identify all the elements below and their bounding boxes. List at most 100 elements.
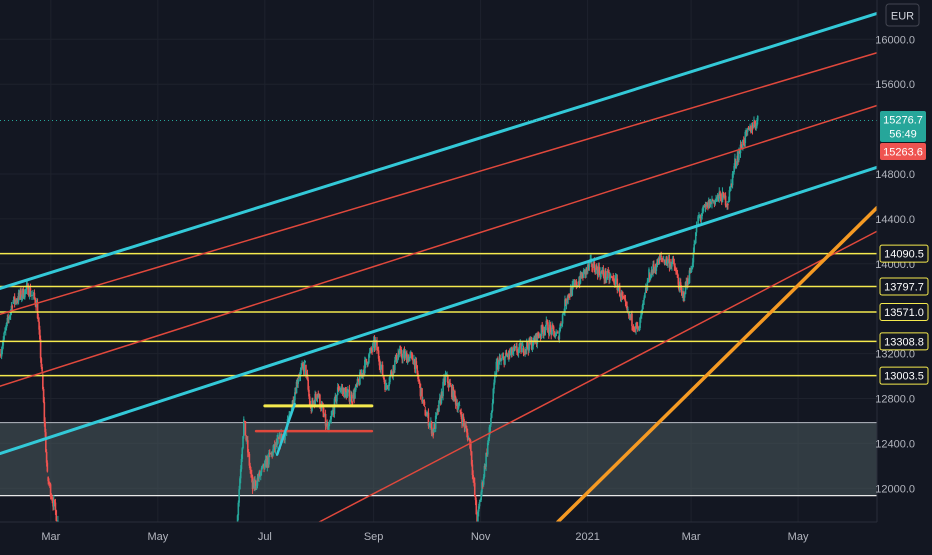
candle-body [520,343,522,353]
candle-body [273,444,276,450]
candle-body [704,205,707,208]
trend-line [0,165,879,456]
candle-body [434,424,436,429]
candle-body [438,400,440,412]
candle-body [354,390,356,399]
candle-body [729,185,732,191]
candle-body [52,501,54,507]
candle-body [238,489,240,503]
x-tick-label: Mar [41,531,60,543]
candle-body [314,393,316,406]
candle-body [299,370,302,377]
candle-body [639,317,641,329]
candle-body [404,353,407,358]
candle-body [479,499,482,503]
candle-body [500,360,502,361]
candle-body [421,388,423,402]
candle-body [735,163,738,165]
candle-body [650,270,653,278]
candle-body [17,292,20,302]
candle-body [360,373,363,377]
candle-body [528,338,530,351]
candle-body [450,385,452,387]
candle-body [665,257,667,262]
candle-body [715,199,717,201]
candle-body [434,415,437,429]
price-axis-background[interactable] [877,0,932,550]
y-tick-label: 15600.0 [875,79,915,91]
candle-body [46,462,49,472]
candle-body [460,412,462,417]
candle-body [605,277,608,280]
candle-body [466,432,469,440]
candle-body [565,301,568,306]
candle-body [731,173,734,186]
candle-body [45,451,48,463]
candle-body [542,329,544,335]
candle-body [711,199,714,202]
candle-body [598,266,601,274]
candle-body [304,360,306,363]
candle-body [540,325,543,336]
candle-body [0,350,3,357]
candle-body [517,348,520,354]
candle-body [426,415,428,417]
candle-body [513,347,516,349]
candle-body [721,192,724,203]
candle-body [548,324,551,335]
candle-body [680,287,683,293]
candle-body [591,263,593,267]
candle-body [709,199,712,208]
candle-body [38,321,40,330]
candle-body [594,270,596,274]
candle-body [578,280,580,286]
candle-body [422,399,424,402]
candle-body [608,272,610,280]
candle-body [246,440,249,453]
candle-body [476,514,478,526]
candle-body [393,365,395,370]
candle-body [348,389,351,402]
candle-body [48,483,51,485]
candle-body [485,453,487,467]
level-layer[interactable] [0,252,877,377]
candle-body [266,457,269,468]
candle-body [37,318,40,322]
candle-body [664,261,667,264]
candle-body [461,416,463,424]
candle-body [475,500,478,515]
candle-body [480,492,482,500]
candle-body [575,280,578,287]
candle-body [727,200,730,203]
candle-body [668,258,671,268]
candle-body [33,292,36,299]
candle-body [742,139,744,149]
time-axis-background[interactable] [0,522,932,550]
candle-body [423,401,426,406]
candle-body [574,280,577,285]
candle-body [596,268,599,276]
candle-body [713,200,716,205]
candle-body [698,216,701,217]
candle-body [552,326,555,332]
candle-body [714,199,717,205]
candle-body [40,358,43,367]
candle-body [259,471,261,476]
candle-body [607,270,610,273]
candle-body [734,158,736,166]
candle-body [701,213,703,217]
candle-body [466,427,468,433]
candle-body [631,313,633,327]
candle-body [242,436,244,449]
trend-layer[interactable] [0,11,879,524]
candle-body [505,352,508,356]
candle-body [573,283,575,284]
candle-body [693,244,695,253]
candle-body [600,271,603,273]
currency-button[interactable] [885,3,920,27]
candle-body [512,347,515,353]
candle-body [733,165,735,172]
